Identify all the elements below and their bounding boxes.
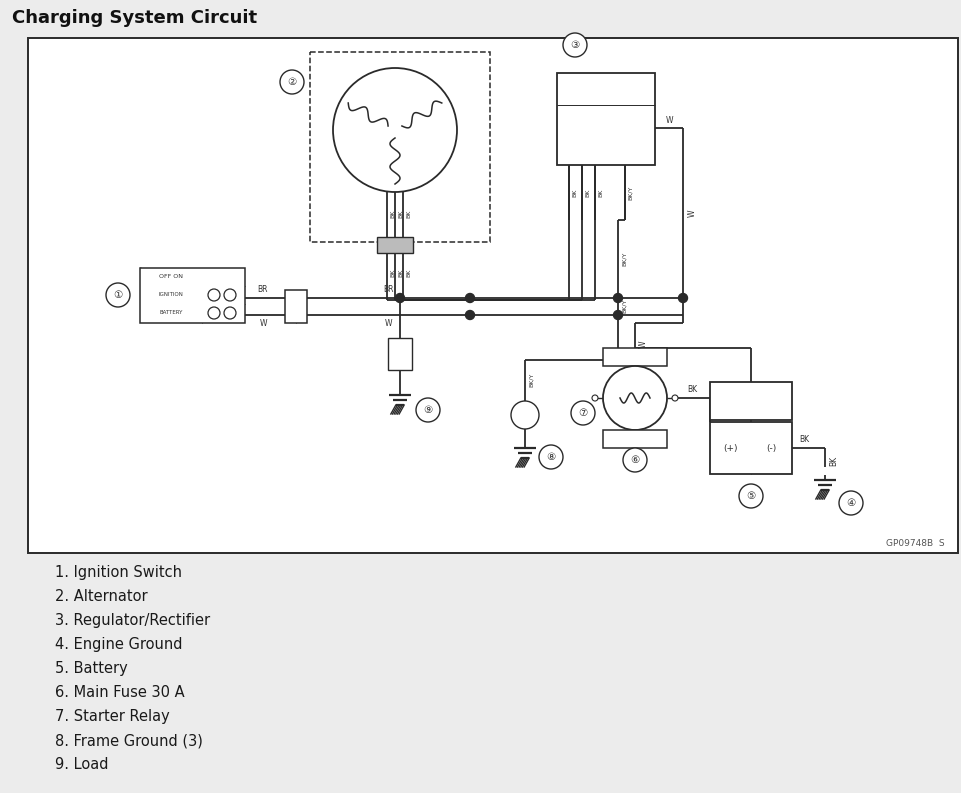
Circle shape	[563, 33, 587, 57]
Text: BR: BR	[258, 285, 268, 294]
Text: ①: ①	[113, 290, 123, 300]
Bar	[388, 338, 412, 370]
Text: (-): (-)	[766, 443, 776, 453]
Circle shape	[613, 311, 623, 320]
Text: GP09748B  S: GP09748B S	[886, 539, 945, 548]
Circle shape	[739, 484, 763, 508]
Text: BK: BK	[829, 456, 838, 466]
Text: BK: BK	[390, 269, 395, 278]
Text: 2. Alternator: 2. Alternator	[55, 589, 148, 604]
Text: BK: BK	[398, 269, 403, 278]
Text: W: W	[384, 320, 392, 328]
Text: BK/Y: BK/Y	[628, 186, 633, 200]
Text: 9. Load: 9. Load	[55, 757, 109, 772]
Text: BK: BK	[406, 210, 411, 218]
Bar	[603, 430, 667, 448]
Bar	[710, 382, 792, 420]
Text: 3. Regulator/Rectifier: 3. Regulator/Rectifier	[55, 613, 210, 628]
Circle shape	[208, 289, 220, 301]
Circle shape	[465, 293, 475, 302]
Text: BK/Y: BK/Y	[622, 299, 627, 313]
Circle shape	[106, 283, 130, 307]
Text: BATTERY: BATTERY	[160, 311, 183, 316]
Text: ⑥: ⑥	[630, 455, 640, 465]
Circle shape	[592, 395, 598, 401]
Bar	[710, 422, 792, 474]
Text: BK: BK	[585, 189, 590, 197]
Circle shape	[678, 293, 687, 302]
Circle shape	[511, 401, 539, 429]
Text: ⑦: ⑦	[579, 408, 587, 418]
Bar	[285, 290, 307, 323]
Text: BK/Y: BK/Y	[622, 252, 627, 266]
Text: BR: BR	[383, 285, 394, 294]
Text: W: W	[665, 116, 673, 125]
Bar	[140, 268, 245, 323]
Text: Charging System Circuit: Charging System Circuit	[12, 9, 258, 27]
Text: ②: ②	[287, 77, 297, 87]
Text: BK: BK	[572, 189, 577, 197]
Bar	[310, 52, 490, 242]
Circle shape	[571, 401, 595, 425]
Text: W: W	[639, 340, 648, 348]
Text: BK: BK	[390, 210, 395, 218]
Circle shape	[224, 289, 236, 301]
Bar	[603, 348, 667, 366]
Text: W: W	[688, 209, 697, 216]
Text: ⑤: ⑤	[747, 491, 755, 501]
Circle shape	[208, 307, 220, 319]
Circle shape	[672, 395, 678, 401]
Circle shape	[465, 311, 475, 320]
Text: 5. Battery: 5. Battery	[55, 661, 128, 676]
Circle shape	[396, 293, 405, 302]
Text: 4. Engine Ground: 4. Engine Ground	[55, 637, 183, 652]
Text: BK: BK	[406, 269, 411, 278]
Text: ⑨: ⑨	[424, 405, 432, 415]
Circle shape	[280, 70, 304, 94]
Text: BK: BK	[598, 189, 603, 197]
Text: ④: ④	[847, 498, 855, 508]
Text: BK: BK	[687, 385, 697, 394]
Circle shape	[623, 448, 647, 472]
Circle shape	[839, 491, 863, 515]
Circle shape	[416, 398, 440, 422]
Text: (+): (+)	[724, 443, 738, 453]
Text: W: W	[259, 320, 267, 328]
Text: 7. Starter Relay: 7. Starter Relay	[55, 709, 170, 724]
Bar	[28, 38, 958, 553]
Text: BK: BK	[799, 435, 809, 445]
Text: BK/Y: BK/Y	[529, 373, 534, 387]
Circle shape	[613, 293, 623, 302]
Text: ⑧: ⑧	[547, 452, 555, 462]
Text: 1. Ignition Switch: 1. Ignition Switch	[55, 565, 182, 580]
Circle shape	[224, 307, 236, 319]
Text: 6. Main Fuse 30 A: 6. Main Fuse 30 A	[55, 685, 185, 700]
Circle shape	[603, 366, 667, 430]
Text: ③: ③	[571, 40, 579, 50]
Circle shape	[333, 68, 457, 192]
Bar	[557, 73, 655, 165]
Bar	[377, 237, 413, 253]
Text: 8. Frame Ground (3): 8. Frame Ground (3)	[55, 733, 203, 748]
Text: IGNITION: IGNITION	[159, 293, 184, 297]
Circle shape	[539, 445, 563, 469]
Text: BK: BK	[398, 210, 403, 218]
Text: OFF ON: OFF ON	[159, 274, 183, 279]
